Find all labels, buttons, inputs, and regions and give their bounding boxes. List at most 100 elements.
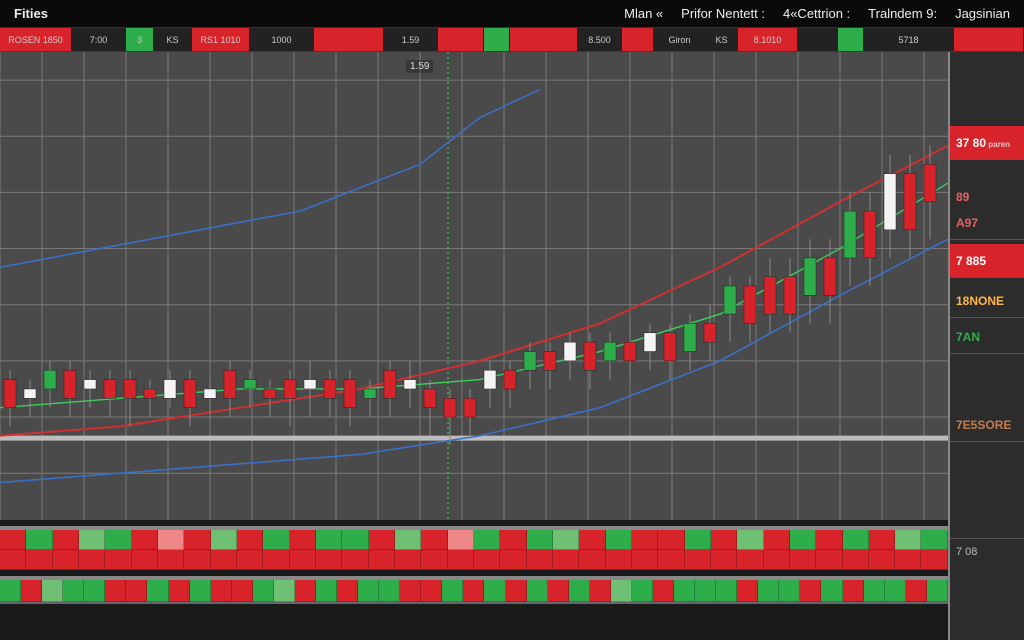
heatmap-row bbox=[0, 550, 948, 570]
ticker-cell[interactable] bbox=[798, 28, 838, 51]
menu-item-3[interactable]: Tralndem 9: bbox=[868, 6, 937, 21]
heatmap-cell bbox=[26, 550, 52, 570]
price-axis-label: 37 80 paren bbox=[950, 126, 1024, 160]
ticker-cell[interactable] bbox=[510, 28, 578, 51]
bottom-axis-label: 7 08 bbox=[950, 538, 1024, 564]
heatmap-cell bbox=[316, 530, 342, 550]
heatmap-cell bbox=[569, 580, 590, 602]
heatmap-cell bbox=[421, 550, 447, 570]
heatmap-cell bbox=[674, 580, 695, 602]
ticker-cell[interactable]: RS1 1010 bbox=[192, 28, 250, 51]
heatmap-cell bbox=[42, 580, 63, 602]
ticker-strip: ROSEN 18507:003KSRS1 101010001.598.500Gi… bbox=[0, 28, 1024, 52]
chart-inline-tag: 1.59 bbox=[406, 60, 433, 73]
heatmap-cell bbox=[237, 530, 263, 550]
heatmap-cell bbox=[527, 550, 553, 570]
heatmap-cell bbox=[79, 550, 105, 570]
heatmap-cell bbox=[685, 530, 711, 550]
heatmap-cell bbox=[579, 550, 605, 570]
app-logo: Fities bbox=[0, 6, 62, 21]
heatmap-cell bbox=[448, 530, 474, 550]
bottom-axis: 7 08 bbox=[948, 520, 1024, 640]
ticker-cell[interactable]: ROSEN 1850 bbox=[0, 28, 72, 51]
menu-item-1[interactable]: Prifor Nentett : bbox=[681, 6, 765, 21]
heatmap-cell bbox=[369, 550, 395, 570]
heatmap-cell bbox=[500, 550, 526, 570]
ticker-cell[interactable]: Giron bbox=[654, 28, 706, 51]
heatmap-cell bbox=[606, 550, 632, 570]
heatmap-cell bbox=[843, 580, 864, 602]
heatmap-cell bbox=[0, 580, 21, 602]
ticker-cell[interactable]: 7:00 bbox=[72, 28, 126, 51]
heatmap-cell bbox=[484, 580, 505, 602]
heatmap-cell bbox=[369, 530, 395, 550]
ticker-cell[interactable]: 8.1010 bbox=[738, 28, 798, 51]
heatmap-cell bbox=[579, 530, 605, 550]
heatmap-cell bbox=[400, 580, 421, 602]
heatmap-cell bbox=[843, 550, 869, 570]
heatmap-cell bbox=[927, 580, 948, 602]
heatmap-cell bbox=[53, 530, 79, 550]
heatmap-cell bbox=[821, 580, 842, 602]
ticker-cell[interactable]: KS bbox=[706, 28, 738, 51]
ticker-cell[interactable] bbox=[438, 28, 484, 51]
ticker-cell[interactable]: KS bbox=[154, 28, 192, 51]
heatmap-cell bbox=[474, 550, 500, 570]
heatmap-cell bbox=[184, 530, 210, 550]
heatmap-cell bbox=[685, 550, 711, 570]
heatmap-cell bbox=[274, 580, 295, 602]
heatmap-cell bbox=[885, 580, 906, 602]
ticker-cell[interactable] bbox=[314, 28, 384, 51]
heatmap-cell bbox=[84, 580, 105, 602]
heatmap-cell bbox=[906, 580, 927, 602]
heatmap-cell bbox=[316, 550, 342, 570]
heatmap-cell bbox=[358, 580, 379, 602]
heatmap-cell bbox=[921, 530, 947, 550]
ticker-cell[interactable] bbox=[622, 28, 654, 51]
heatmap-cell bbox=[211, 550, 237, 570]
ticker-cell[interactable]: 5718 bbox=[864, 28, 954, 51]
heatmap-cell bbox=[895, 530, 921, 550]
ticker-cell[interactable] bbox=[838, 28, 864, 51]
heatmap-cell bbox=[816, 550, 842, 570]
price-axis-label: 7E5SORE bbox=[950, 408, 1024, 442]
ticker-cell[interactable]: 1.59 bbox=[384, 28, 438, 51]
heatmap-cell bbox=[184, 550, 210, 570]
price-axis-label: 18NONE bbox=[950, 284, 1024, 318]
heatmap-cell bbox=[658, 550, 684, 570]
heatmap-cell bbox=[0, 530, 26, 550]
heatmap-cell bbox=[632, 550, 658, 570]
heatmap-cell bbox=[506, 580, 527, 602]
heatmap-cell bbox=[737, 530, 763, 550]
heatmap-cell bbox=[695, 580, 716, 602]
heatmap-strip-2 bbox=[0, 576, 948, 604]
ticker-cell[interactable]: 3 bbox=[126, 28, 154, 51]
heatmap-cell bbox=[169, 580, 190, 602]
heatmap-cell bbox=[379, 580, 400, 602]
heatmap-cell bbox=[263, 550, 289, 570]
heatmap-cell bbox=[553, 530, 579, 550]
ticker-cell[interactable] bbox=[484, 28, 510, 51]
heatmap-cell bbox=[158, 530, 184, 550]
menu-item-2[interactable]: 4«Cettrion : bbox=[783, 6, 850, 21]
heatmap-cell bbox=[474, 530, 500, 550]
heatmap-cell bbox=[395, 550, 421, 570]
heatmap-cell bbox=[316, 580, 337, 602]
heatmap-cell bbox=[921, 550, 947, 570]
heatmap-cell bbox=[843, 530, 869, 550]
candlestick-chart[interactable]: 1.59 bbox=[0, 52, 948, 520]
heatmap-row bbox=[0, 580, 948, 602]
heatmap-cell bbox=[211, 580, 232, 602]
heatmap-cell bbox=[448, 550, 474, 570]
menu-item-4[interactable]: Jagsinian bbox=[955, 6, 1010, 21]
ticker-cell[interactable]: 8.500 bbox=[578, 28, 622, 51]
menu-item-0[interactable]: Mlan « bbox=[624, 6, 663, 21]
heatmap-cell bbox=[79, 530, 105, 550]
heatmap-cell bbox=[342, 550, 368, 570]
heatmap-cell bbox=[606, 530, 632, 550]
trading-terminal: Fities Mlan « Prifor Nentett : 4«Cettrio… bbox=[0, 0, 1024, 640]
heatmap-cell bbox=[632, 580, 653, 602]
heatmap-cell bbox=[758, 580, 779, 602]
ticker-cell[interactable] bbox=[954, 28, 1024, 51]
ticker-cell[interactable]: 1000 bbox=[250, 28, 314, 51]
